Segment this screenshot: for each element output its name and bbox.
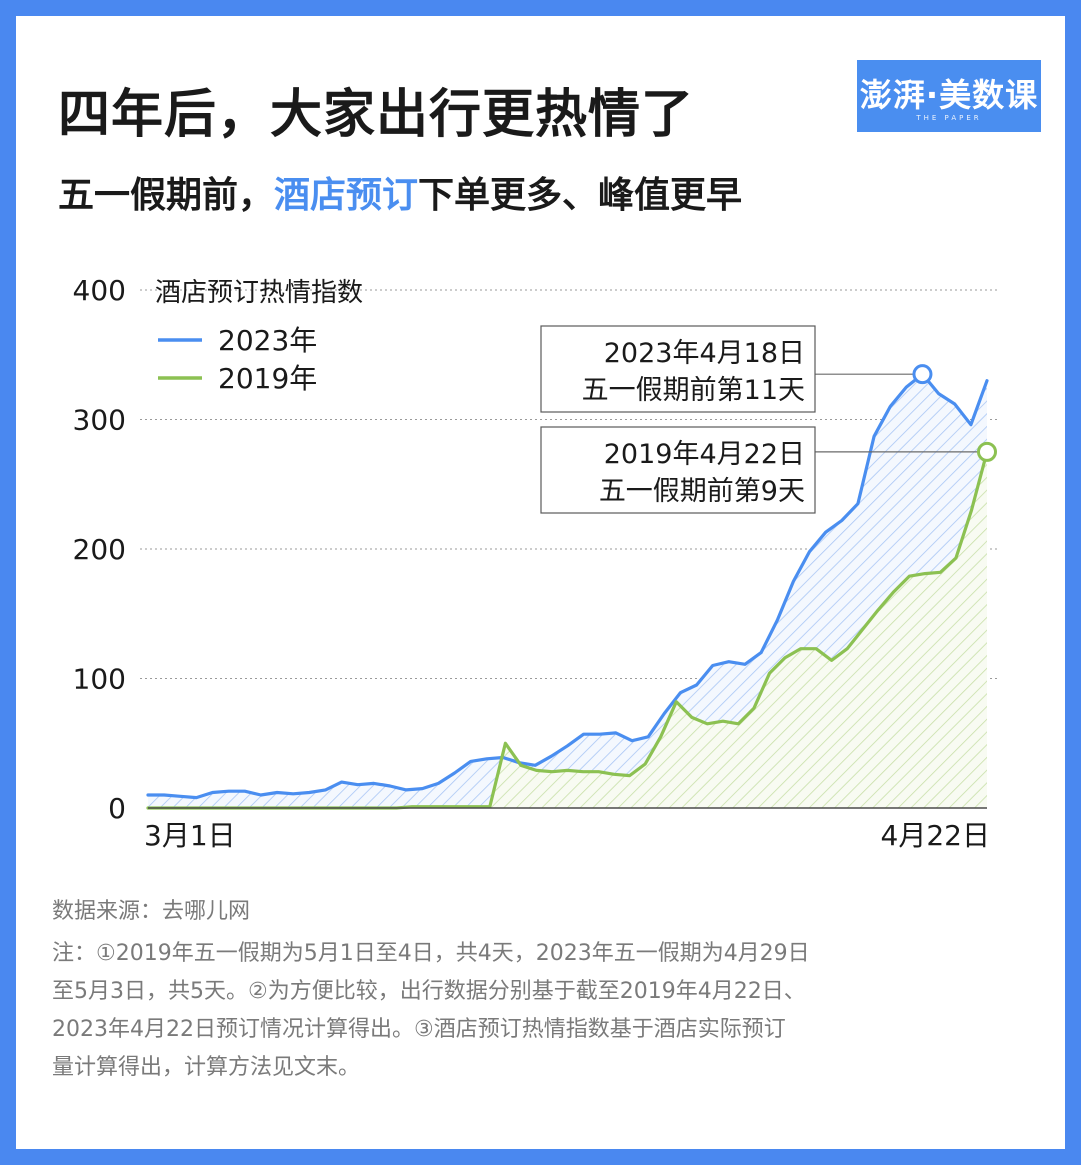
legend-label: 2019年: [218, 362, 317, 395]
annotation-line2: 五一假期前第11天: [582, 375, 805, 406]
footnote-line: 量计算得出，计算方法见文末。: [52, 1055, 361, 1080]
x-tick-label-start: 3月1日: [144, 819, 236, 852]
annotation-box: [540, 426, 816, 514]
annotation-line2: 五一假期前第9天: [599, 476, 805, 507]
y-tick-label: 200: [73, 533, 126, 566]
y-tick-label: 400: [73, 274, 126, 307]
data-source: 数据来源：去哪儿网: [52, 899, 251, 924]
footnote-line: 注：①2019年五一假期为5月1日至4日，共4天，2023年五一假期为4月29日: [52, 941, 810, 966]
y-axis-label: 酒店预订热情指数: [155, 278, 363, 308]
x-tick-label-end: 4月22日: [881, 819, 990, 852]
subtitle-post: 下单更多、峰值更早: [418, 175, 743, 216]
footnote-line: 至5月3日，共5天。②为方便比较，出行数据分别基于截至2019年4月22日、: [52, 979, 806, 1004]
y-tick-label: 300: [73, 404, 126, 437]
annotation-line1: 2023年4月18日: [604, 338, 805, 369]
peak-marker: [912, 364, 933, 385]
chart-title: 四年后，大家出行更热情了: [58, 85, 695, 145]
peak-marker: [977, 441, 997, 462]
y-tick-label: 0: [108, 792, 126, 825]
brand-logo: 澎湃·美数课 THE PAPER: [857, 60, 1041, 132]
footnote: 注：①2019年五一假期为5月1日至4日，共4天，2023年五一假期为4月29日…: [52, 935, 997, 1087]
y-tick-label: 100: [73, 663, 126, 696]
series-area-2019: [148, 451, 987, 808]
subtitle-pre: 五一假期前，: [58, 175, 275, 216]
footnote-line: 2023年4月22日预订情况计算得出。③酒店预订热情指数基于酒店实际预订: [52, 1017, 786, 1042]
brand-logo-text: 澎湃·美数课: [859, 76, 1039, 114]
annotation-line1: 2019年4月22日: [604, 439, 805, 470]
brand-logo-tag: THE PAPER: [916, 114, 982, 122]
annotation-box: [540, 325, 816, 413]
legend-label: 2023年: [218, 324, 317, 357]
series-line-2023: [146, 372, 989, 800]
chart-subtitle: 五一假期前，酒店预订下单更多、峰值更早: [58, 166, 742, 218]
subtitle-highlight: 酒店预订: [274, 175, 419, 216]
